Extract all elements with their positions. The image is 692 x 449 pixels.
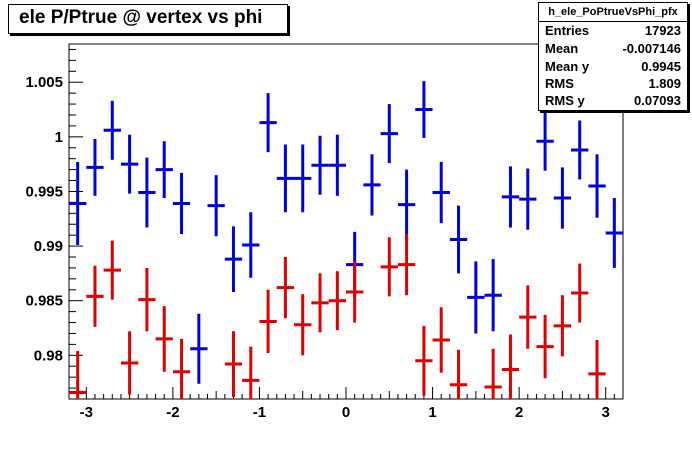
blue-data-point [242,212,260,278]
red-data-point [138,267,156,332]
blue-data-point [120,134,139,194]
red-data-point [294,294,312,356]
title-box: ele P/Ptrue @ vertex vs phi [8,4,288,34]
stats-value: -0.007146 [622,41,681,56]
x-tick-label: 0 [342,404,350,421]
red-data-point [172,338,191,399]
red-data-point [536,314,554,379]
red-data-point [519,285,537,349]
red-data-point [449,349,468,399]
chart-title: ele P/Ptrue @ vertex vs phi [19,7,263,28]
y-tick-label: 1 [55,129,63,146]
blue-data-point [294,144,312,213]
blue-data-point [501,166,520,228]
blue-data-point [69,161,87,245]
blue-data-point [172,172,191,235]
x-tick-label: 1 [428,404,436,421]
stats-row-entries: Entries 17923 [545,22,681,40]
red-data-point [103,240,121,300]
red-data-point [484,348,502,399]
blue-data-point [86,139,104,196]
blue-data-point [224,226,243,292]
red-data-point [571,263,589,323]
blue-data-point [536,111,554,171]
stats-value: 1.809 [648,76,681,91]
blue-data-point [432,161,450,224]
stats-label: RMS [545,76,574,91]
red-data-point [242,346,260,399]
red-data-point [224,331,243,397]
red-data-point [501,334,520,399]
blue-data-point [588,154,606,218]
stats-value: 17923 [644,23,681,38]
y-tick-label: 0.98 [34,347,63,364]
blue-data-point [415,81,433,138]
blue-data-point [397,169,416,240]
x-tick-label: 3 [602,404,610,421]
red-data-point [380,237,398,297]
blue-data-point [519,168,537,230]
stats-value: 0.07093 [634,93,681,108]
red-data-point [311,273,329,333]
stats-row-rms: RMS 1.809 [545,75,681,93]
stats-row-rms-y: RMS y 0.07093 [545,92,681,110]
red-data-point [259,289,277,354]
blue-data-point [207,175,225,237]
blue-data-point [380,104,398,164]
blue-data-point [449,205,468,274]
blue-data-point [138,157,156,228]
blue-data-point [311,135,329,195]
blue-data-point [363,154,381,216]
blue-data-point [553,167,572,229]
blue-data-point [605,198,623,268]
red-data-point [415,325,433,396]
blue-data-point [276,144,295,213]
red-data-point [346,261,364,323]
blue-data-point [467,261,485,334]
red-data-point [397,234,416,296]
y-tick-label: 0.985 [25,293,63,310]
x-tick-label: -1 [253,404,266,421]
x-tick-label: 2 [515,404,523,421]
x-tick-label: -2 [166,404,179,421]
x-tick-label: -3 [80,404,93,421]
stats-label: Entries [545,23,590,38]
y-tick-label: 1.005 [25,74,63,91]
red-data-point [155,306,173,372]
stats-label: Mean y [545,59,590,74]
red-data-point [432,307,450,373]
red-data-point [69,350,87,399]
red-data-point [588,340,606,399]
y-tick-label: 0.995 [25,183,63,200]
stats-label: RMS y [545,93,585,108]
stats-row-mean: Mean -0.007146 [545,40,681,58]
blue-data-point [155,141,173,199]
stats-label: Mean [545,41,579,56]
blue-data-point [259,93,277,153]
red-data-point [328,271,346,331]
stats-value: 0.9945 [641,59,681,74]
blue-data-point [571,120,589,180]
blue-data-point [190,313,208,384]
red-data-point [276,257,295,319]
stats-row-mean-y: Mean y 0.9945 [545,58,681,76]
y-tick-label: 0.99 [34,238,63,255]
stats-histogram-name: h_ele_PoPtrueVsPhi_pfx [539,3,687,22]
blue-data-point [484,259,502,332]
blue-data-point [328,134,346,196]
red-data-point [553,295,572,357]
red-data-point [86,265,104,327]
red-data-point [120,331,139,395]
blue-data-point [103,100,121,160]
stats-box: h_ele_PoPtrueVsPhi_pfx Entries 17923 Mea… [538,2,688,111]
